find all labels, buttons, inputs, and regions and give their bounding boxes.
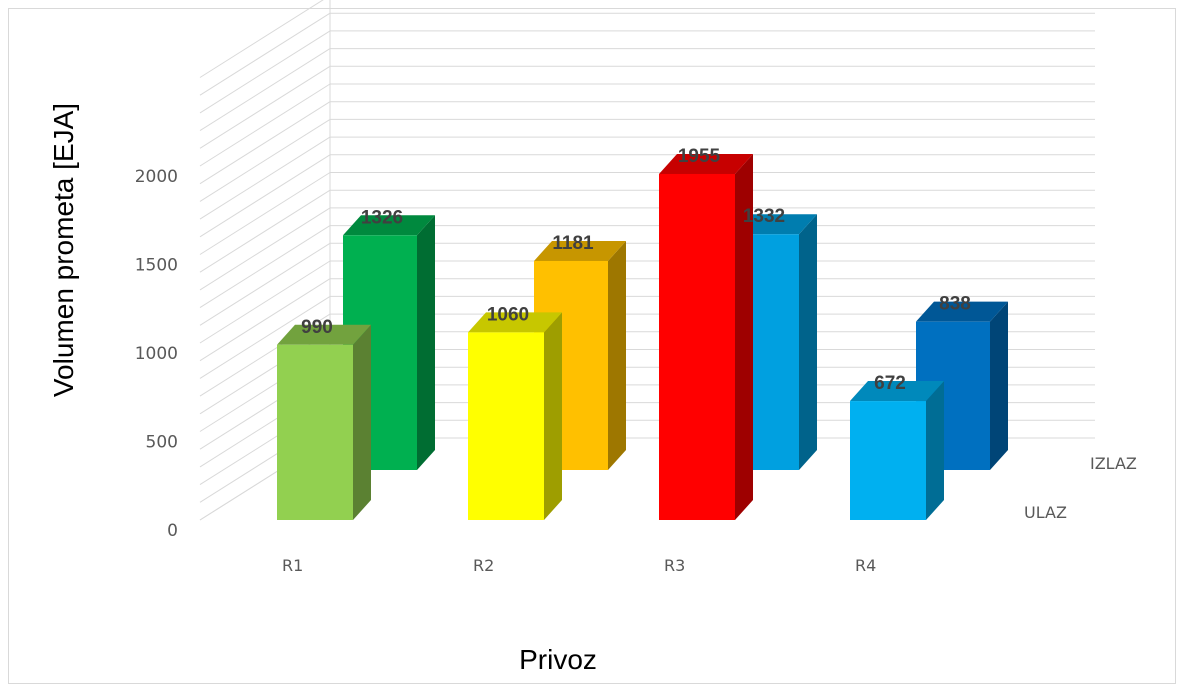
bar-top [850, 381, 944, 402]
data-label-izlaz-r4: 838 [939, 294, 971, 315]
series-label-izlaz: IZLAZ [1090, 454, 1137, 473]
category-label-r1: R1 [282, 556, 303, 575]
bar-ulaz-r4 [850, 381, 944, 520]
bar-side [735, 153, 753, 520]
series-axis-labels: ULAZ IZLAZ [1024, 454, 1137, 522]
gridline-side [199, 65, 331, 149]
gridline-side [199, 101, 331, 185]
bar-side [544, 312, 562, 520]
bar-top [659, 153, 753, 174]
chart-frame [8, 8, 1176, 684]
bar-top [534, 240, 626, 261]
y-tick-label: 1500 [135, 256, 178, 276]
bar-top [343, 215, 435, 236]
category-label-r2: R2 [473, 556, 494, 575]
data-label-ulaz-r1: 990 [301, 317, 333, 338]
category-label-r3: R3 [664, 556, 685, 575]
series-label-ulaz: ULAZ [1024, 503, 1067, 522]
y-tick-labels: 0 500 1000 1500 2000 [135, 167, 178, 541]
bar-top [468, 312, 562, 333]
gridline-side [199, 278, 331, 362]
gridline-side [199, 154, 331, 238]
bar-ulaz-r1 [277, 324, 371, 520]
gridline-side [199, 189, 331, 273]
bar-side [799, 214, 817, 470]
data-label-izlaz-r1: 1326 [361, 207, 403, 228]
gridline-side [199, 83, 331, 167]
y-tick-label: 500 [146, 433, 178, 453]
category-labels: R1 R2 R3 R4 [282, 556, 876, 575]
bar-side [353, 324, 371, 520]
y-tick-label: 1000 [135, 344, 178, 364]
bar-side [608, 240, 626, 470]
bars [277, 153, 1008, 520]
bar-top [916, 301, 1008, 322]
data-label-ulaz-r2: 1060 [487, 304, 529, 325]
y-tick-label: 0 [167, 521, 178, 541]
bar-top [277, 324, 371, 345]
data-label-izlaz-r3: 1332 [743, 206, 785, 227]
gridline-side [199, 207, 331, 291]
data-labels: 1326 1181 1332 838 990 1060 1955 672 [301, 146, 971, 394]
gridline-side [199, 136, 331, 220]
y-axis-title: Volumen prometa [EJA] [48, 103, 79, 397]
data-label-izlaz-r2: 1181 [552, 233, 594, 254]
gridline-side [199, 242, 331, 326]
bar-front [468, 332, 544, 520]
category-label-r4: R4 [855, 556, 876, 575]
gridline-side [199, 295, 331, 379]
bar-front [850, 401, 926, 520]
gridline-side [199, 0, 324, 78]
bar-front [277, 344, 353, 520]
gridline-side [199, 260, 331, 344]
bar-side [417, 215, 435, 470]
gridline-side [199, 48, 331, 132]
gridline-side [199, 225, 331, 309]
gridline-side [199, 118, 331, 202]
gridline-side [199, 172, 331, 255]
bar-front [659, 173, 735, 520]
bar-ulaz-r2 [468, 312, 562, 520]
gridline-side [199, 12, 331, 96]
data-label-ulaz-r4: 672 [874, 373, 906, 394]
data-label-ulaz-r3: 1955 [678, 146, 721, 167]
gridline-side [199, 30, 331, 114]
bar-side [990, 301, 1008, 470]
bar-side [926, 381, 944, 520]
x-axis-title: Privoz [519, 644, 597, 675]
bar-ulaz-r3 [659, 153, 753, 520]
y-tick-label: 2000 [135, 167, 178, 187]
